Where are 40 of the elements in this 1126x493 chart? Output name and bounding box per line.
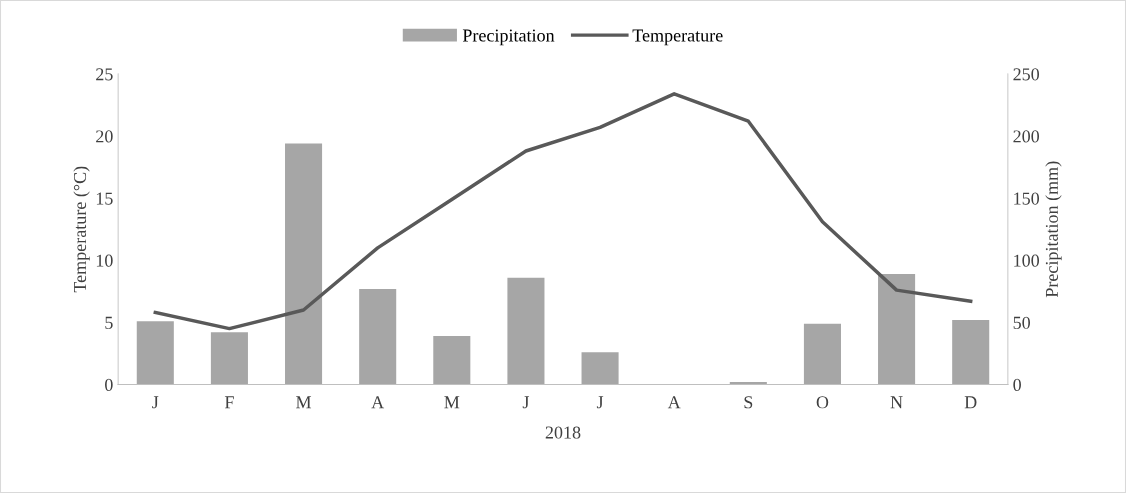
bar	[210, 332, 248, 385]
y-tick-label: 15	[96, 192, 113, 205]
x-tick-label: M	[296, 396, 312, 409]
legend-label: Precipitation	[462, 29, 555, 46]
x-tick-label: J	[522, 396, 530, 409]
bar	[803, 323, 841, 385]
x-tick-label: J	[596, 396, 604, 409]
y2-tick-label: 100	[1014, 254, 1040, 267]
x-tick-label: D	[964, 396, 977, 409]
x-tick-label: F	[224, 396, 234, 409]
y-axis-title: Temperature (°C)	[73, 166, 90, 293]
legend-label: Temperature	[632, 29, 723, 46]
y-tick-label: 5	[105, 316, 113, 329]
x-tick-label: N	[890, 396, 903, 409]
x-tick-label: O	[816, 396, 829, 409]
y2-tick-label: 200	[1013, 130, 1040, 143]
x-tick-label: A	[371, 396, 385, 409]
y2-tick-label: 150	[1014, 192, 1040, 205]
bar	[952, 319, 990, 385]
x-tick-label: A	[667, 396, 681, 409]
y2-axis-title: Precipitation (mm)	[1045, 161, 1062, 298]
y2-tick-label: 250	[1013, 68, 1040, 81]
bar	[507, 277, 545, 385]
y-tick-label: 20	[96, 130, 113, 143]
bar	[433, 336, 471, 385]
y2-tick-label: 50	[1013, 316, 1030, 329]
bar	[285, 143, 323, 385]
bar	[878, 273, 916, 385]
x-tick-label: S	[744, 396, 753, 409]
bar	[581, 352, 619, 385]
y-tick-label: 25	[96, 68, 113, 81]
y2-tick-label: 0	[1013, 378, 1021, 391]
bar	[136, 321, 174, 385]
bar	[359, 288, 397, 385]
x-tick-label: J	[152, 396, 159, 409]
line-series	[153, 92, 973, 331]
x-axis-title: 2018	[545, 426, 581, 439]
y-tick-label: 10	[96, 254, 113, 267]
x-tick-label: M	[444, 396, 460, 409]
y-tick-label: 0	[105, 378, 113, 391]
